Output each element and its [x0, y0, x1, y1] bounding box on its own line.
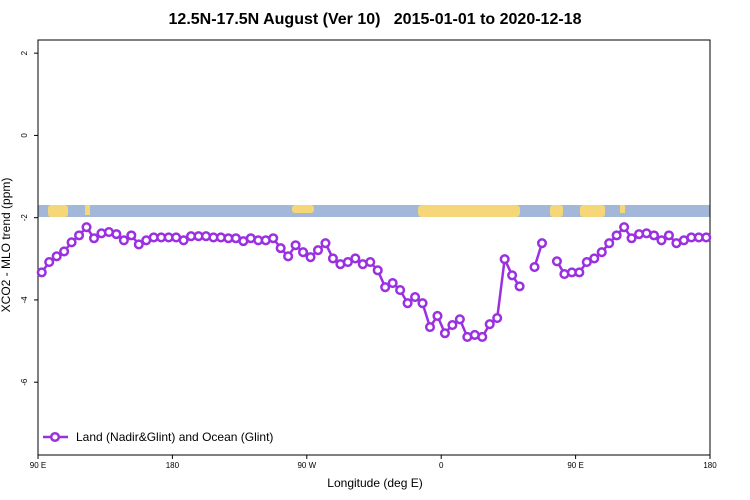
- data-point: [365, 257, 376, 268]
- data-point: [387, 278, 398, 289]
- data-point: [424, 322, 436, 333]
- data-point: [275, 243, 286, 254]
- data-point: [133, 239, 144, 250]
- data-point: [44, 257, 55, 268]
- data-point: [536, 238, 548, 249]
- data-point: [36, 267, 47, 278]
- data-point: [51, 251, 62, 262]
- data-point: [596, 247, 607, 258]
- data-point: [439, 328, 450, 339]
- data-point: [178, 235, 189, 246]
- data-point: [581, 257, 592, 268]
- data-point: [432, 310, 443, 322]
- data-point: [327, 253, 338, 264]
- data-point: [305, 252, 316, 263]
- plot-frame: [37, 39, 711, 456]
- data-point: [551, 256, 562, 267]
- x-axis-label: Longitude (deg E): [327, 476, 422, 490]
- data-point: [283, 251, 294, 262]
- data-point: [372, 265, 383, 276]
- data-point: [59, 246, 70, 257]
- data-point: [589, 253, 600, 264]
- data-point: [395, 285, 406, 296]
- data-point: [350, 253, 361, 264]
- chart-title: 12.5N-17.5N August (Ver 10) 2015-01-01 t…: [169, 11, 582, 28]
- x-tick-label: 0: [439, 461, 444, 470]
- data-point: [312, 245, 324, 256]
- y-axis-label: XCO2 - MLO trend (ppm): [0, 178, 13, 313]
- data-point: [402, 298, 413, 309]
- data-point: [529, 261, 540, 273]
- x-tick-label: 90 W: [297, 461, 316, 470]
- data-point: [663, 230, 674, 241]
- x-tick-label: 90 E: [567, 461, 583, 470]
- data-point: [477, 331, 488, 343]
- data-point: [648, 230, 660, 241]
- data-point: [611, 230, 622, 241]
- data-point: [417, 298, 428, 309]
- x-tick-label: 180: [166, 461, 180, 470]
- y-tick-label: 0: [20, 133, 29, 138]
- data-point: [626, 233, 637, 244]
- data-point: [454, 314, 465, 325]
- data-point: [290, 240, 301, 251]
- data-point: [656, 235, 667, 246]
- legend-label: Land (Nadir&Glint) and Ocean (Glint): [76, 430, 273, 444]
- data-point: [492, 312, 503, 324]
- data-point: [484, 319, 495, 330]
- data-point: [298, 247, 309, 258]
- data-point: [514, 281, 525, 292]
- data-point: [507, 270, 518, 281]
- data-point: [81, 222, 92, 233]
- data-point: [88, 233, 100, 244]
- data-point: [268, 233, 279, 244]
- data-point: [604, 238, 615, 249]
- data-point: [74, 230, 85, 241]
- data-point: [447, 319, 458, 331]
- legend-marker: [49, 431, 61, 443]
- data-point: [118, 235, 129, 246]
- x-tick-label: 180: [703, 461, 717, 470]
- y-tick-label: -2: [20, 214, 29, 222]
- data-point: [499, 254, 510, 265]
- data-point: [380, 282, 391, 293]
- y-tick-label: 2: [20, 50, 29, 55]
- data-point: [574, 267, 585, 278]
- data-point: [66, 237, 77, 248]
- data-point: [126, 230, 137, 241]
- data-point: [619, 222, 630, 233]
- map-strip: [38, 205, 710, 217]
- x-tick-label: 90 E: [30, 461, 46, 470]
- y-tick-label: -4: [20, 296, 29, 304]
- data-point: [410, 292, 421, 303]
- y-tick-label: -6: [20, 378, 29, 386]
- data-point: [111, 229, 122, 240]
- data-point: [342, 257, 353, 268]
- data-point: [701, 232, 712, 243]
- data-point: [320, 238, 331, 249]
